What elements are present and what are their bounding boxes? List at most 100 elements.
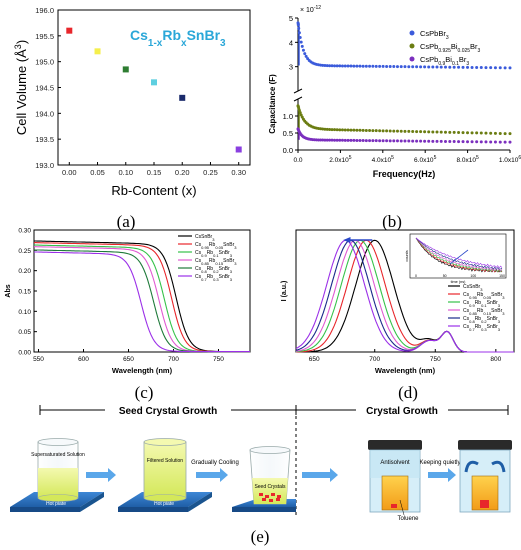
x-tick-label-b: 1.0x106 <box>499 155 521 164</box>
y-tick-label-a: 194.0 <box>35 109 54 118</box>
data-point-b <box>371 129 375 133</box>
data-point-b <box>368 139 372 143</box>
y-tick-label-c: 0.15 <box>18 289 31 296</box>
data-point-b <box>427 65 431 69</box>
data-point-b <box>355 64 359 68</box>
data-point-b <box>381 129 385 133</box>
inset-x-tick: 100 <box>470 274 476 278</box>
data-point-b <box>346 128 350 132</box>
formula-part: Cs <box>195 274 202 280</box>
formula-sub: 3 <box>230 253 233 258</box>
x-tick-label-d: 800 <box>490 356 501 363</box>
data-point-b <box>423 130 427 134</box>
series-b <box>296 104 512 136</box>
data-point-b <box>355 138 359 142</box>
data-point-b <box>328 127 332 131</box>
data-point-b <box>388 65 392 69</box>
formula-sub: 3 <box>212 237 215 242</box>
toluene-pointer <box>399 499 405 516</box>
hotplate2-text: Hot plate <box>154 501 174 507</box>
data-point-b <box>452 130 456 134</box>
data-point-b <box>475 140 479 144</box>
data-point-b <box>392 65 396 69</box>
data-point-b <box>343 128 347 132</box>
x-tick-label-c: 550 <box>33 356 44 363</box>
data-point-b <box>448 130 452 134</box>
data-point-b <box>352 138 356 142</box>
legend-label-c: Cs0.8Rb0.2SnBr3 <box>195 266 233 274</box>
formula-part: SnBr <box>219 266 230 272</box>
tick-part: 1.0x10 <box>499 157 519 164</box>
x-tick-label-b: 6.0x105 <box>414 155 437 164</box>
y-tick-label-a: 193.0 <box>35 161 54 170</box>
data-point-b <box>323 63 327 67</box>
formula-part: Rb <box>475 324 482 330</box>
y-tick-label-a: 195.0 <box>35 58 54 67</box>
formula-part: Cs <box>463 300 470 306</box>
data-point-b <box>407 129 411 133</box>
data-point-b <box>457 65 461 69</box>
data-point-b <box>439 65 443 69</box>
formula-sub: 0.7 <box>201 277 207 282</box>
formula-part: Bi <box>445 55 452 64</box>
formula-sub: 3 <box>220 38 226 49</box>
y-tick-label-upper-b: 5 <box>289 14 293 23</box>
pl-curve <box>295 239 514 353</box>
data-point-a <box>94 48 101 55</box>
formula-sub: 0.7 <box>469 327 475 332</box>
data-point-b <box>443 65 447 69</box>
y-tick-label-upper-b: 3 <box>289 63 293 72</box>
tick-part: 2.0x10 <box>329 157 349 164</box>
data-point-b <box>299 40 303 44</box>
data-point-b <box>340 64 344 68</box>
data-point-b <box>419 139 423 143</box>
formula-part: Cs <box>463 316 470 322</box>
tick-sup: 5 <box>349 155 352 161</box>
data-point-b <box>407 139 411 143</box>
y-tick-label-upper-b: 4 <box>289 38 293 47</box>
formula-part: SnBr <box>223 242 234 248</box>
formula-sub: 0.2 <box>481 319 487 324</box>
data-point-b <box>399 65 403 69</box>
formula-part: Cs <box>463 308 470 314</box>
data-point-b <box>338 138 342 142</box>
legend-marker-b <box>409 30 415 36</box>
flow-arrow-2: Gradually Cooling <box>191 460 239 482</box>
data-point-b <box>403 139 407 143</box>
data-point-b <box>303 52 307 56</box>
formula-sub: 3 <box>480 287 483 292</box>
legend-marker-b <box>409 43 415 49</box>
x-tick-label-a: 0.10 <box>118 168 133 177</box>
formula-part: CsSnBr <box>463 284 481 290</box>
formula-part: SnBr <box>487 316 498 322</box>
data-point-b <box>403 65 407 69</box>
data-point-b <box>321 127 325 131</box>
flow-arrow-4: Keeping quietly <box>419 460 461 482</box>
data-point-b <box>461 131 465 135</box>
data-point-b <box>443 130 447 134</box>
x-tick-label-c: 600 <box>78 356 89 363</box>
formula-sub: 0.8 <box>469 319 475 324</box>
data-point-b <box>385 64 389 68</box>
data-point-b <box>419 130 423 134</box>
beaker1-text: Supersaturated Solution <box>31 452 85 458</box>
x-tick-label-c: 700 <box>168 356 179 363</box>
inset-y-label: counts <box>405 250 409 261</box>
tick-part: 8.0x10 <box>456 157 476 164</box>
data-point-b <box>435 130 439 134</box>
beaker-supersaturated: Supersaturated Solution <box>31 438 85 502</box>
data-point-b <box>335 64 339 68</box>
data-point-b <box>381 64 385 68</box>
data-point-b <box>503 66 507 70</box>
formula-sub: 0.9 <box>469 303 475 308</box>
seed-header-text: Seed Crystal Growth <box>119 406 217 417</box>
data-point-b <box>392 129 396 133</box>
formula-sub: 3 <box>230 277 233 282</box>
data-point-b <box>395 129 399 133</box>
data-point-b <box>395 139 399 143</box>
data-point-b <box>431 139 435 143</box>
formula-part: Cs <box>195 250 202 256</box>
formula-part: Rb <box>207 266 214 272</box>
plot-frame-a <box>57 9 251 166</box>
y-tick-label-lower-b: 1.0 <box>283 112 293 121</box>
